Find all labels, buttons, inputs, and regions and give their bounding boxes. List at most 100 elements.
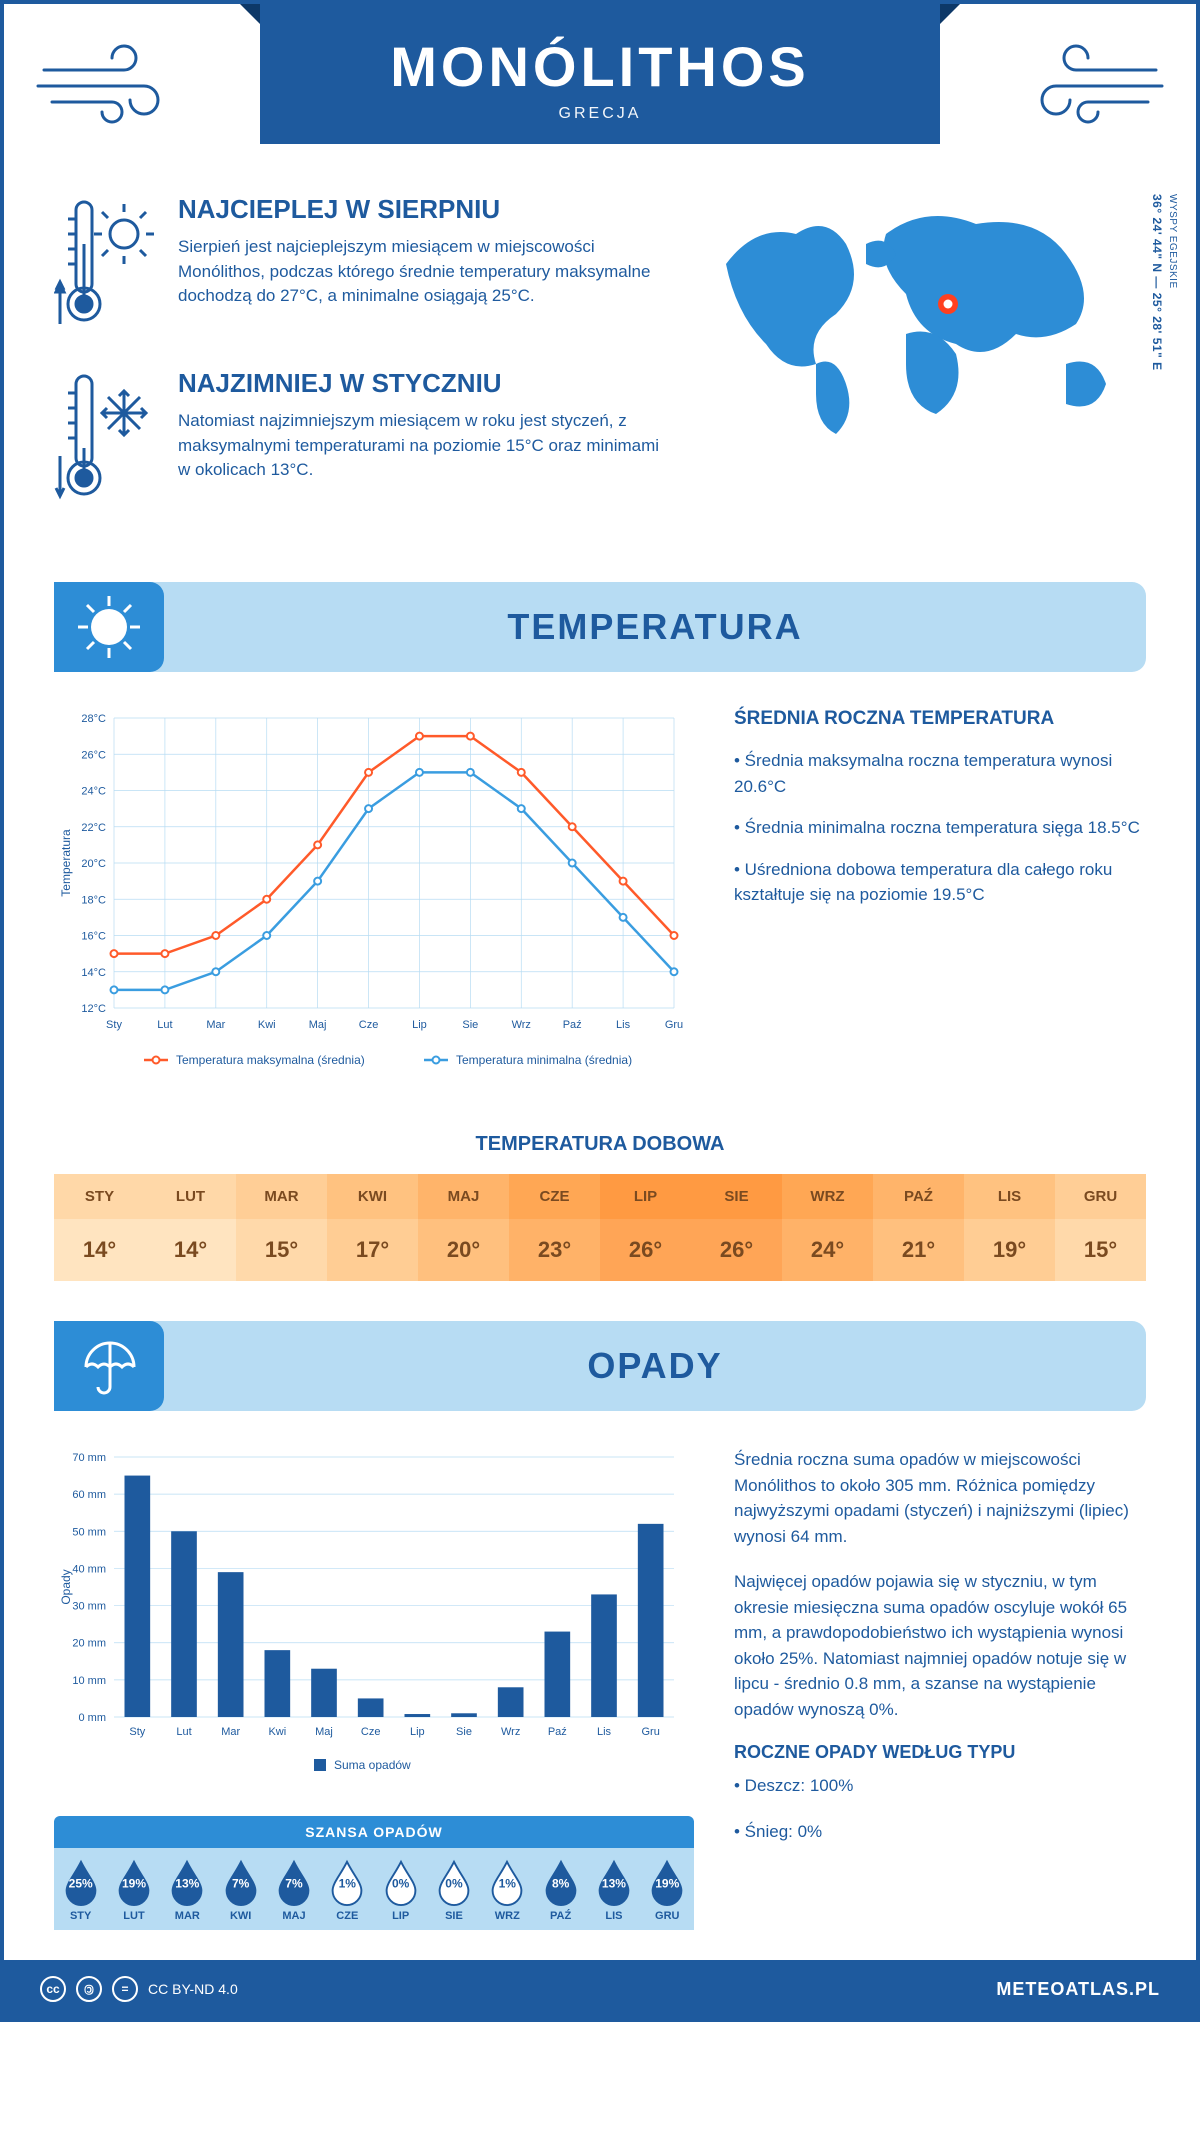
daily-temp-title: TEMPERATURA DOBOWA [4,1133,1196,1156]
svg-text:Lip: Lip [410,1726,425,1738]
raindrop-icon: 25% [62,1858,100,1906]
chance-cell: 7%KWI [214,1848,267,1930]
svg-text:50 mm: 50 mm [72,1526,106,1538]
daily-temp-cell: STY14° [54,1174,145,1281]
svg-text:24°C: 24°C [81,786,106,798]
month-label: GRU [1055,1174,1146,1219]
svg-text:Lut: Lut [176,1726,191,1738]
daily-temp-cell: GRU15° [1055,1174,1146,1281]
svg-text:Wrz: Wrz [501,1726,520,1738]
temp-value: 17° [327,1219,418,1281]
chance-pct: 25% [69,1876,93,1890]
wind-icon [34,40,184,130]
month-label: LIS [964,1174,1055,1219]
month-label: LUT [107,1910,160,1922]
month-label: CZE [321,1910,374,1922]
warmest-text: Sierpień jest najcieplejszym miesiącem w… [178,235,666,309]
annual-temp-heading: ŚREDNIA ROCZNA TEMPERATURA [734,708,1146,730]
daily-temp-cell: CZE23° [509,1174,600,1281]
svg-text:70 mm: 70 mm [72,1452,106,1464]
month-label: SIE [691,1174,782,1219]
temp-value: 20° [418,1219,509,1281]
svg-text:Mar: Mar [206,1019,225,1031]
map-col: WYSPY EGEJSKIE 36° 24' 44" N — 25° 28' 5… [706,194,1146,542]
title-banner: MONÓLITHOS GRECJA [260,4,940,144]
sun-icon [54,582,164,672]
month-label: PAŹ [534,1910,587,1922]
thermometer-sun-icon [54,194,154,334]
daily-temp-cell: LIS19° [964,1174,1055,1281]
temperature-summary: ŚREDNIA ROCZNA TEMPERATURA • Średnia mak… [734,708,1146,1093]
svg-text:Lip: Lip [412,1019,427,1031]
raindrop-icon: 1% [328,1858,366,1906]
month-label: MAJ [267,1910,320,1922]
svg-text:22°C: 22°C [81,822,106,834]
raindrop-icon: 1% [488,1858,526,1906]
license-block: cc 🄯 = CC BY-ND 4.0 [40,1976,238,2002]
raindrop-icon: 7% [222,1858,260,1906]
daily-temp-cell: WRZ24° [782,1174,873,1281]
wind-icon [1016,40,1166,130]
raindrop-icon: 19% [648,1858,686,1906]
month-label: LIS [587,1910,640,1922]
chance-pct: 8% [552,1876,569,1890]
location-title: MONÓLITHOS [260,34,940,99]
svg-text:Sie: Sie [456,1726,472,1738]
country-subtitle: GRECJA [260,105,940,123]
precipitation-section: 0 mm10 mm20 mm30 mm40 mm50 mm60 mm70 mmS… [4,1411,1196,1960]
svg-text:60 mm: 60 mm [72,1489,106,1501]
chance-pct: 1% [499,1876,516,1890]
svg-text:26°C: 26°C [81,749,106,761]
daily-temp-cell: MAR15° [236,1174,327,1281]
svg-text:Temperatura maksymalna (średni: Temperatura maksymalna (średnia) [176,1053,365,1067]
chance-pct: 19% [655,1876,679,1890]
daily-temp-cell: PAŹ21° [873,1174,964,1281]
svg-text:Opady: Opady [59,1569,73,1604]
chance-cell: 25% STY [54,1848,107,1930]
month-label: WRZ [782,1174,873,1219]
daily-temp-cell: SIE26° [691,1174,782,1281]
by-icon: 🄯 [76,1976,102,2002]
month-label: SIE [427,1910,480,1922]
license-text: CC BY-ND 4.0 [148,1981,238,1997]
raindrop-icon: 0% [435,1858,473,1906]
temp-value: 15° [1055,1219,1146,1281]
daily-temp-table: STY14°LUT14°MAR15°KWI17°MAJ20°CZE23°LIP2… [54,1174,1146,1281]
coldest-text: Natomiast najzimniejszym miesiącem w rok… [178,409,666,483]
summary-text-col: NAJCIEPLEJ W SIERPNIU Sierpień jest najc… [54,194,666,542]
chance-row: 25%STY19%LUT13%MAR7%KWI7%MAJ1%CZE0%LIP0%… [54,1848,694,1930]
warmest-title: NAJCIEPLEJ W SIERPNIU [178,194,666,225]
thermometer-snow-icon [54,368,154,508]
section-title: TEMPERATURA [164,606,1146,648]
coldest-title: NAJZIMNIEJ W STYCZNIU [178,368,666,399]
region-label: WYSPY EGEJSKIE [1167,194,1178,289]
chance-pct: 0% [445,1876,462,1890]
chance-cell: 7%MAJ [267,1848,320,1930]
svg-text:Maj: Maj [309,1019,327,1031]
chance-cell: 1% CZE [321,1848,374,1930]
precip-para: Średnia roczna suma opadów w miejscowośc… [734,1447,1146,1549]
month-label: MAR [161,1910,214,1922]
chance-cell: 19%GRU [641,1848,694,1930]
svg-text:18°C: 18°C [81,894,106,906]
raindrop-icon: 13% [168,1858,206,1906]
header: MONÓLITHOS GRECJA [4,4,1196,164]
svg-text:Gru: Gru [641,1726,659,1738]
svg-text:Gru: Gru [665,1019,683,1031]
month-label: PAŹ [873,1174,964,1219]
chance-pct: 0% [392,1876,409,1890]
annual-temp-bullet: • Uśredniona dobowa temperatura dla całe… [734,857,1146,908]
chance-cell: 13% MAR [161,1848,214,1930]
daily-temp-cell: MAJ20° [418,1174,509,1281]
summary-row: NAJCIEPLEJ W SIERPNIU Sierpień jest najc… [4,164,1196,582]
svg-text:Lis: Lis [616,1019,631,1031]
svg-text:Cze: Cze [361,1726,381,1738]
chance-pct: 1% [339,1876,356,1890]
annual-temp-bullet: • Średnia minimalna roczna temperatura s… [734,815,1146,841]
coldest-block: NAJZIMNIEJ W STYCZNIU Natomiast najzimni… [54,368,666,508]
month-label: STY [54,1910,107,1922]
precip-by-type-heading: ROCZNE OPADY WEDŁUG TYPU [734,1742,1146,1763]
section-title: OPADY [164,1345,1146,1387]
brand-label: METEOATLAS.PL [996,1979,1160,2000]
temp-value: 19° [964,1219,1055,1281]
